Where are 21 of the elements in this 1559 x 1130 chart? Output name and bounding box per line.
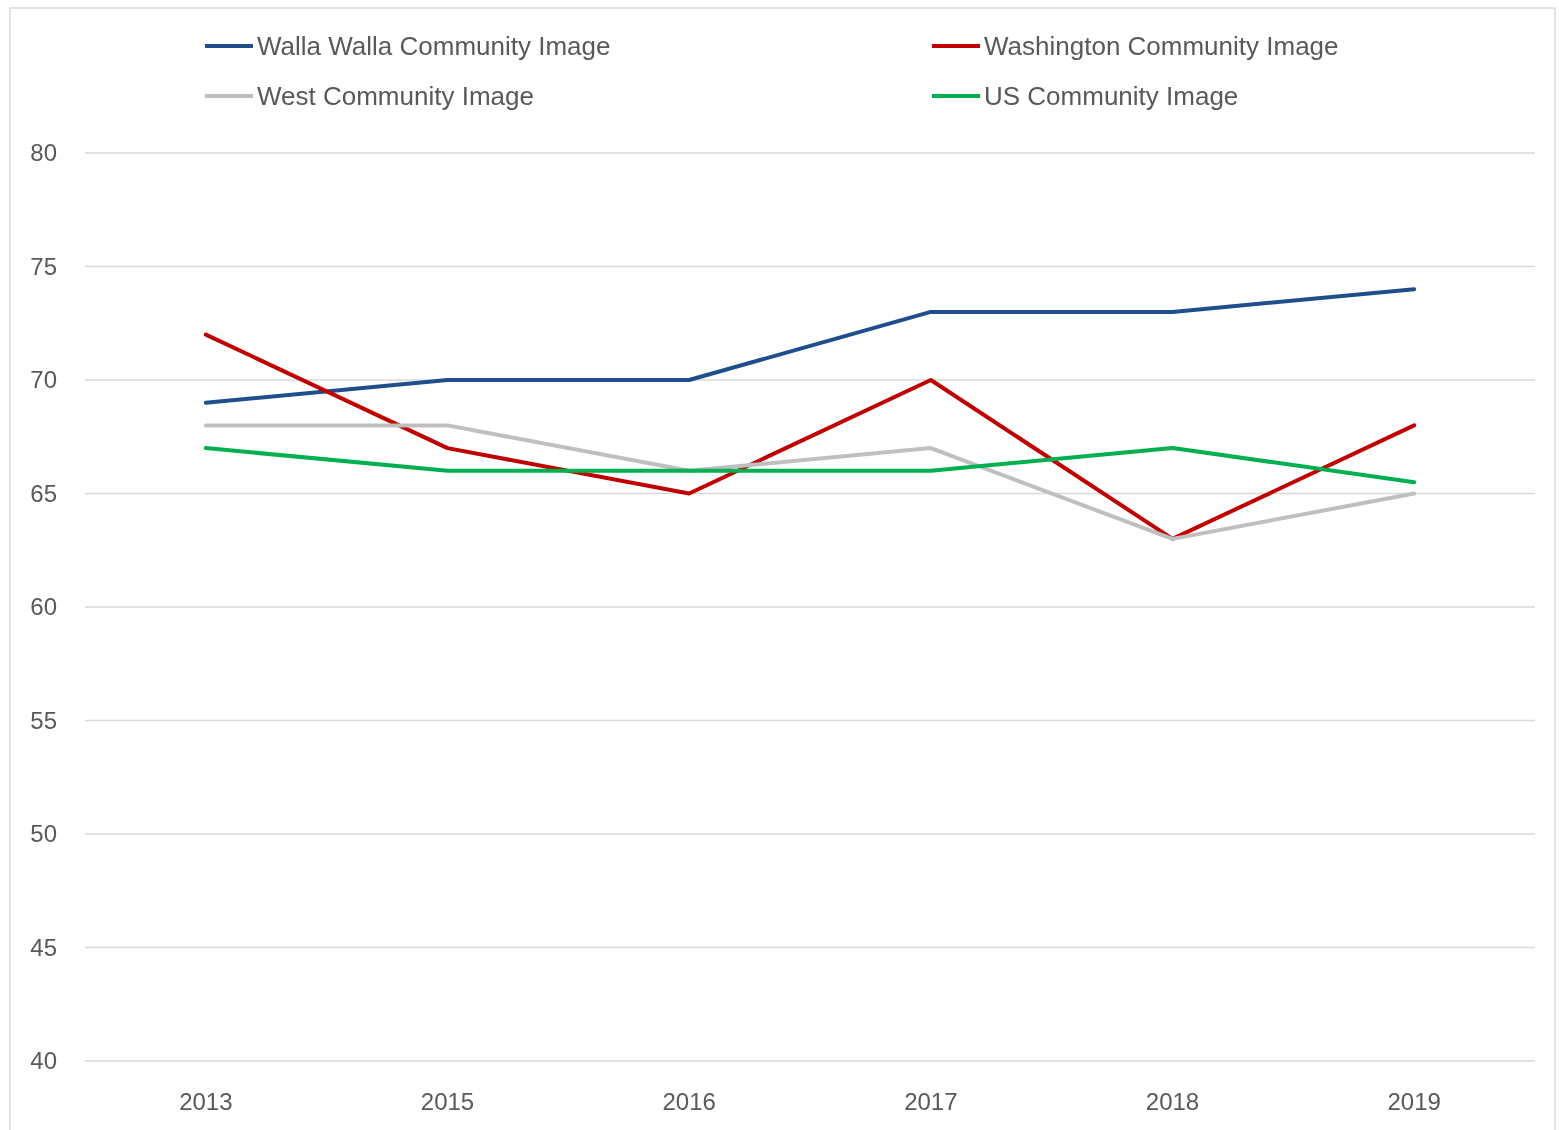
legend-label: Walla Walla Community Image [257,31,611,62]
x-tick-label: 2016 [662,1088,716,1115]
legend-label: West Community Image [257,81,534,112]
y-tick-label: 45 [30,933,57,961]
y-tick-label: 70 [30,366,57,394]
y-tick-label: 80 [30,139,57,167]
y-tick-label: 60 [30,593,57,621]
legend-label: Washington Community Image [984,31,1339,62]
legend-label: US Community Image [984,81,1239,112]
x-tick-label: 2017 [904,1088,958,1115]
x-tick-label: 2015 [420,1088,475,1115]
y-tick-label: 50 [30,820,57,848]
x-tick-label: 2013 [179,1088,233,1115]
y-tick-label: 65 [30,479,57,507]
y-tick-label: 75 [30,252,57,280]
x-tick-label: 2019 [1387,1088,1441,1115]
line-series [203,287,1417,405]
x-tick-label: 2018 [1145,1088,1200,1115]
line-series [203,423,1417,541]
y-tick-label: 55 [30,706,57,734]
y-tick-label: 40 [30,1047,57,1075]
